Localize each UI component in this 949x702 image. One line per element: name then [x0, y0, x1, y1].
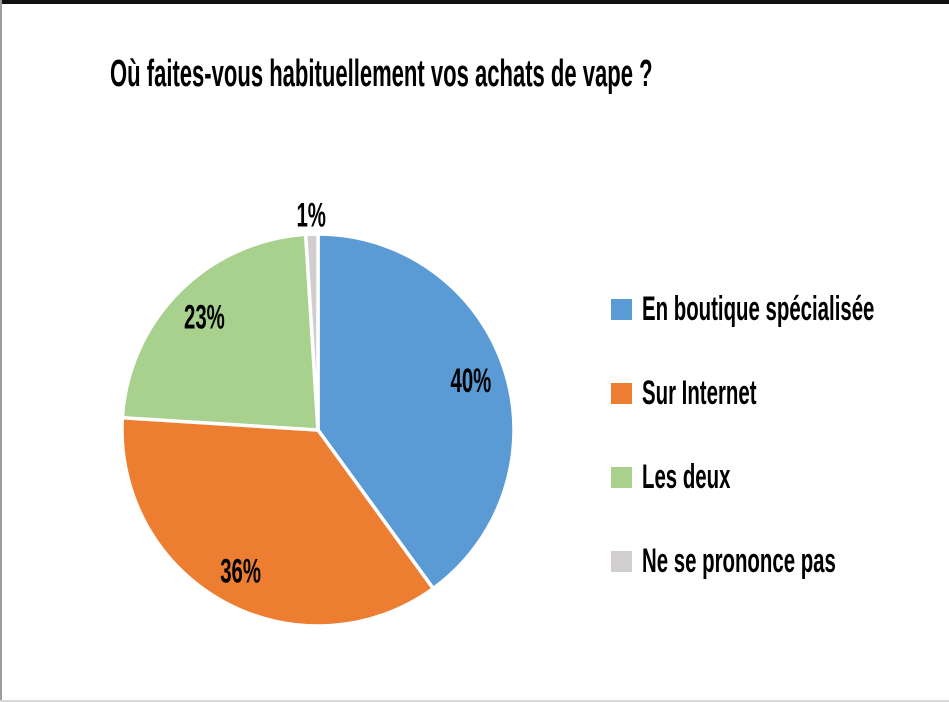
- legend-item-ne-se-prononce-pas[interactable]: Ne se prononce pas: [611, 542, 949, 580]
- pie-slice-0[interactable]: [316, 232, 516, 591]
- legend-item-en-boutique[interactable]: En boutique spécialisée: [611, 290, 949, 328]
- chart-legend: En boutique spécialisée Sur Internet Les…: [611, 290, 949, 580]
- slice-data-label-1: 36%: [220, 552, 261, 590]
- legend-label-les-deux: Les deux: [642, 458, 731, 496]
- slice-data-label-2: 23%: [184, 298, 225, 336]
- legend-label-sur-internet: Sur Internet: [642, 374, 757, 412]
- legend-item-les-deux[interactable]: Les deux: [611, 458, 949, 496]
- pie-slice-3[interactable]: [303, 232, 320, 432]
- legend-label-en-boutique: En boutique spécialisée: [642, 290, 875, 328]
- legend-swatch-les-deux: [611, 467, 632, 488]
- legend-label-ne-se-prononce-pas: Ne se prononce pas: [642, 542, 836, 580]
- legend-swatch-en-boutique: [611, 299, 632, 320]
- legend-swatch-ne-se-prononce-pas: [611, 551, 632, 572]
- chart-title: Où faites-vous habituellement vos achats…: [110, 53, 653, 95]
- top-border-line: [0, 0, 949, 4]
- pie-slice-2[interactable]: [120, 232, 320, 432]
- left-border-line: [0, 0, 2, 702]
- legend-swatch-sur-internet: [611, 383, 632, 404]
- slice-data-label-3: 1%: [296, 196, 326, 234]
- bottom-border-line: [0, 700, 949, 702]
- slice-data-label-0: 40%: [450, 362, 491, 400]
- pie-slice-1[interactable]: [120, 415, 435, 628]
- legend-item-sur-internet[interactable]: Sur Internet: [611, 374, 949, 412]
